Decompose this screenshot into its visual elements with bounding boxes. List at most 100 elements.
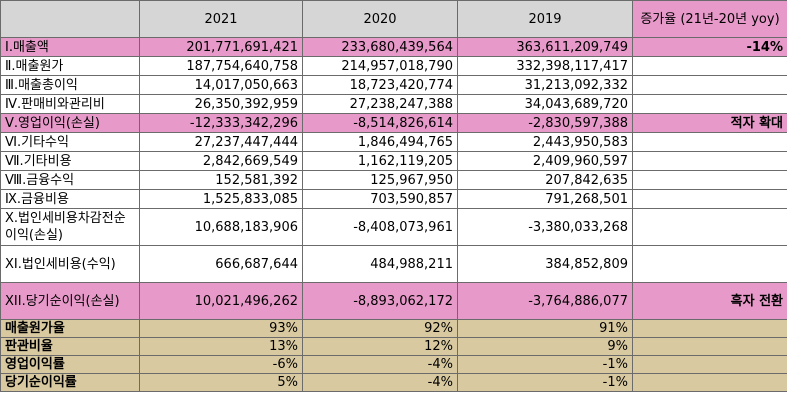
cell-2021: 1,525,833,085 [139, 189, 303, 209]
cell-2020: 484,988,211 [302, 245, 458, 283]
table-row: Ⅰ.매출액 201,771,691,421 233,680,439,564 36… [0, 37, 787, 57]
table-row: Ⅴ.영업이익(손실) -12,333,342,296 -8,514,826,61… [0, 113, 787, 133]
row-label: Ⅵ.기타수익 [0, 132, 140, 152]
table-row: Ⅶ.기타비용 2,842,669,549 1,162,119,205 2,409… [0, 151, 787, 171]
cell-2019: 207,842,635 [457, 170, 633, 190]
cell-yoy [632, 245, 787, 283]
row-label: Ⅳ.판매비와관리비 [0, 94, 140, 114]
table-row: Ⅲ.매출총이익 14,017,050,663 18,723,420,774 31… [0, 75, 787, 95]
cell-2019: 31,213,092,332 [457, 75, 633, 95]
cell-2019: 34,043,689,720 [457, 94, 633, 114]
header-row: 2021 2020 2019 증가율 (21년-20년 yoy) [0, 0, 787, 38]
cell-yoy [632, 132, 787, 152]
ratio-yoy-empty [632, 355, 787, 374]
header-year-2019: 2019 [457, 0, 633, 38]
row-label: Ⅰ.매출액 [0, 37, 140, 57]
cell-2021: -12,333,342,296 [139, 113, 303, 133]
cell-2020: 1,162,119,205 [302, 151, 458, 171]
row-label: XI.법인세비용(수익) [0, 245, 140, 283]
cell-2020: 27,238,247,388 [302, 94, 458, 114]
ratio-yoy-empty [632, 319, 787, 338]
row-label: Ⅲ.매출총이익 [0, 75, 140, 95]
cell-yoy: -14% [632, 37, 787, 57]
ratio-label: 매출원가율 [0, 319, 140, 338]
ratio-2019: -1% [457, 373, 633, 392]
cell-2021: 10,021,496,262 [139, 282, 303, 320]
table-row: Ⅸ.금융비용 1,525,833,085 703,590,857 791,268… [0, 189, 787, 209]
cell-2021: 201,771,691,421 [139, 37, 303, 57]
table-row: Ⅱ.매출원가 187,754,640,758 214,957,018,790 3… [0, 56, 787, 76]
cell-2021: 27,237,447,444 [139, 132, 303, 152]
cell-2020: 214,957,018,790 [302, 56, 458, 76]
cell-2021: 26,350,392,959 [139, 94, 303, 114]
row-label: Ⅶ.기타비용 [0, 151, 140, 171]
cell-2019: -3,764,886,077 [457, 282, 633, 320]
cell-2021: 14,017,050,663 [139, 75, 303, 95]
row-label: XII.당기순이익(손실) [0, 282, 140, 320]
table-row: Ⅹ.법인세비용차감전순이익(손실) 10,688,183,906 -8,408,… [0, 208, 787, 246]
header-corner-cell [0, 0, 140, 38]
cell-2021: 2,842,669,549 [139, 151, 303, 171]
ratio-label: 판관비율 [0, 337, 140, 356]
ratio-row: 영업이익률 -6% -4% -1% [0, 355, 787, 374]
header-year-2020: 2020 [302, 0, 458, 38]
cell-2019: 2,443,950,583 [457, 132, 633, 152]
ratio-2021: 5% [139, 373, 303, 392]
header-yoy: 증가율 (21년-20년 yoy) [632, 0, 787, 38]
ratio-row: 매출원가율 93% 92% 91% [0, 319, 787, 338]
cell-2019: -3,380,033,268 [457, 208, 633, 246]
table-row: Ⅵ.기타수익 27,237,447,444 1,846,494,765 2,44… [0, 132, 787, 152]
row-label: Ⅱ.매출원가 [0, 56, 140, 76]
row-label: Ⅷ.금융수익 [0, 170, 140, 190]
row-label: Ⅹ.법인세비용차감전순이익(손실) [0, 208, 140, 246]
ratio-2021: 13% [139, 337, 303, 356]
table-row: Ⅷ.금융수익 152,581,392 125,967,950 207,842,6… [0, 170, 787, 190]
income-statement-table: 2021 2020 2019 증가율 (21년-20년 yoy) Ⅰ.매출액 2… [0, 0, 787, 392]
ratio-2019: -1% [457, 355, 633, 374]
ratio-2021: -6% [139, 355, 303, 374]
cell-2021: 152,581,392 [139, 170, 303, 190]
row-label: Ⅴ.영업이익(손실) [0, 113, 140, 133]
cell-2019: -2,830,597,388 [457, 113, 633, 133]
cell-2019: 791,268,501 [457, 189, 633, 209]
cell-yoy [632, 189, 787, 209]
ratio-2019: 91% [457, 319, 633, 338]
ratio-label: 영업이익률 [0, 355, 140, 374]
cell-2020: 18,723,420,774 [302, 75, 458, 95]
cell-yoy: 적자 확대 [632, 113, 787, 133]
cell-2021: 187,754,640,758 [139, 56, 303, 76]
header-year-2021: 2021 [139, 0, 303, 38]
cell-yoy: 흑자 전환 [632, 282, 787, 320]
cell-yoy [632, 208, 787, 246]
ratio-2020: 92% [302, 319, 458, 338]
cell-2020: -8,408,073,961 [302, 208, 458, 246]
cell-2020: -8,893,062,172 [302, 282, 458, 320]
cell-2019: 384,852,809 [457, 245, 633, 283]
table-row: XII.당기순이익(손실) 10,021,496,262 -8,893,062,… [0, 282, 787, 320]
ratio-yoy-empty [632, 373, 787, 392]
row-label: Ⅸ.금융비용 [0, 189, 140, 209]
cell-2020: 233,680,439,564 [302, 37, 458, 57]
cell-2020: 1,846,494,765 [302, 132, 458, 152]
ratio-2019: 9% [457, 337, 633, 356]
cell-2019: 332,398,117,417 [457, 56, 633, 76]
cell-yoy [632, 151, 787, 171]
ratio-2020: -4% [302, 373, 458, 392]
cell-2019: 363,611,209,749 [457, 37, 633, 57]
ratio-row: 판관비율 13% 12% 9% [0, 337, 787, 356]
cell-yoy [632, 75, 787, 95]
cell-2021: 666,687,644 [139, 245, 303, 283]
table-row: Ⅳ.판매비와관리비 26,350,392,959 27,238,247,388 … [0, 94, 787, 114]
ratio-2020: 12% [302, 337, 458, 356]
cell-2020: -8,514,826,614 [302, 113, 458, 133]
cell-yoy [632, 94, 787, 114]
cell-2020: 703,590,857 [302, 189, 458, 209]
cell-2020: 125,967,950 [302, 170, 458, 190]
cell-yoy [632, 170, 787, 190]
cell-2021: 10,688,183,906 [139, 208, 303, 246]
ratio-yoy-empty [632, 337, 787, 356]
ratio-2021: 93% [139, 319, 303, 338]
ratio-label: 당기순이익률 [0, 373, 140, 392]
ratio-row: 당기순이익률 5% -4% -1% [0, 373, 787, 392]
ratio-2020: -4% [302, 355, 458, 374]
